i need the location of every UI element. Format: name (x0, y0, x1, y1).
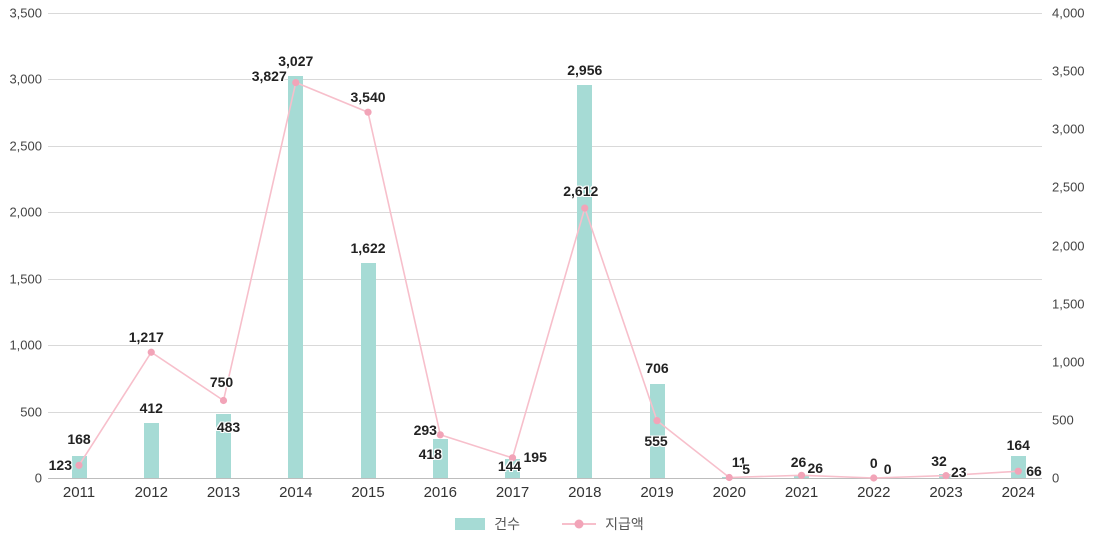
line-value-label: 418 (418, 445, 442, 462)
line-point[interactable] (75, 461, 83, 469)
line-point[interactable] (508, 454, 517, 462)
line-value-label: 123 (48, 457, 72, 474)
line-point[interactable] (364, 108, 372, 116)
bar[interactable] (360, 262, 376, 478)
y-axis-right-tick: 0 (1052, 470, 1060, 486)
line-value-label: 0 (883, 461, 892, 477)
x-axis-label: 2016 (423, 484, 457, 501)
x-axis-label: 2013 (206, 484, 241, 501)
x-axis-label: 2023 (929, 484, 963, 501)
bar-value-label: 3,027 (278, 52, 314, 69)
bar-value-label: 293 (413, 422, 437, 439)
y-axis-left-tick: 500 (20, 404, 42, 420)
bar-value-label: 168 (67, 430, 91, 447)
legend-item-line-series[interactable]: 지급액 (562, 514, 644, 534)
line-value-label: 750 (209, 373, 234, 390)
gridline (48, 13, 1042, 14)
y-axis-right-tick: 2,500 (1052, 179, 1085, 195)
gridline (48, 212, 1042, 214)
y-axis-left-tick: 3,500 (9, 5, 42, 21)
gridline (48, 411, 1042, 413)
bar-value-label: 26 (790, 453, 807, 470)
line-path (78, 81, 1019, 479)
y-axis-left-tick: 2,500 (9, 138, 42, 154)
bar-value-label: 483 (216, 418, 241, 435)
x-axis-label: 2019 (640, 484, 674, 501)
line-point[interactable] (870, 474, 878, 482)
line-value-label: 23 (951, 463, 967, 480)
bar-value-label: 706 (645, 360, 669, 377)
line-point[interactable] (147, 348, 155, 356)
line-value-label: 5 (742, 461, 751, 478)
x-axis-label: 2012 (134, 484, 168, 501)
line-point[interactable] (436, 431, 444, 439)
y-axis-right-tick: 500 (1052, 412, 1074, 428)
line-value-label: 66 (1026, 463, 1042, 480)
line-value-label: 26 (807, 460, 824, 477)
line-point[interactable] (653, 417, 661, 425)
x-axis-label: 2015 (351, 484, 385, 501)
line-swatch-icon (562, 519, 597, 529)
bar-value-label: 2,956 (567, 62, 603, 79)
x-axis-label: 2018 (568, 484, 602, 501)
y-axis-right-tick: 4,000 (1052, 5, 1085, 21)
bar[interactable] (432, 439, 448, 478)
gridline (48, 278, 1042, 280)
bar-value-label: 0 (869, 455, 878, 471)
bar[interactable] (216, 413, 231, 478)
line-point[interactable] (581, 204, 589, 212)
line-point[interactable] (219, 396, 228, 405)
line-point[interactable] (292, 78, 300, 87)
y-axis-left-tick: 3,000 (9, 71, 42, 87)
y-axis-left-tick: 0 (34, 470, 42, 486)
line-value-label: 1,217 (128, 329, 164, 346)
line-value-label: 555 (644, 432, 668, 449)
bar-value-label: 32 (931, 452, 947, 469)
bar[interactable] (143, 423, 159, 478)
bar[interactable] (288, 75, 304, 478)
line-value-label: 3,540 (350, 89, 386, 106)
y-axis-left-tick: 1,500 (9, 271, 42, 287)
line-point[interactable] (725, 473, 733, 482)
line-point[interactable] (797, 471, 806, 479)
bar[interactable] (505, 458, 520, 478)
legend-item-bar-series[interactable]: 건수 (455, 514, 520, 534)
y-axis-right-tick: 1,000 (1052, 354, 1085, 370)
y-axis-right-tick: 3,500 (1052, 63, 1085, 79)
x-axis-label: 2017 (495, 484, 530, 501)
x-axis-label: 2024 (1001, 484, 1035, 501)
bar-value-label: 412 (139, 400, 163, 417)
line-point[interactable] (1014, 467, 1022, 475)
bar[interactable] (1010, 456, 1026, 478)
bar-value-label: 1,622 (350, 239, 386, 256)
bar-value-label: 11 (731, 453, 747, 470)
x-axis-label: 2014 (279, 484, 313, 501)
y-axis-left-tick: 1,000 (9, 337, 42, 353)
legend-label-bar: 건수 (494, 516, 521, 532)
legend: 건수 지급액 (0, 512, 1099, 536)
bar-value-label: 164 (1006, 437, 1030, 454)
y-axis-right-tick: 3,000 (1052, 121, 1085, 137)
line-value-label: 2,612 (563, 183, 599, 200)
line-marker-icon (574, 519, 584, 529)
x-axis-label: 2022 (857, 484, 891, 501)
legend-label-line: 지급액 (605, 516, 644, 532)
line-value-label: 195 (523, 448, 547, 465)
y-axis-left-tick: 2,000 (9, 204, 42, 220)
gridline (48, 478, 1042, 479)
line-point[interactable] (942, 472, 950, 480)
y-axis-right-tick: 1,500 (1052, 296, 1085, 312)
gridline (48, 145, 1042, 147)
x-axis-label: 2011 (62, 484, 96, 501)
x-axis-label: 2020 (712, 484, 746, 501)
gridline (48, 79, 1042, 81)
bar-value-label: 144 (497, 457, 522, 474)
line-value-label: 3,827 (251, 67, 287, 84)
bar[interactable] (577, 85, 593, 478)
x-axis-label: 2021 (784, 484, 819, 501)
bar-swatch-icon (455, 518, 486, 530)
y-axis-right-tick: 2,000 (1052, 238, 1085, 253)
